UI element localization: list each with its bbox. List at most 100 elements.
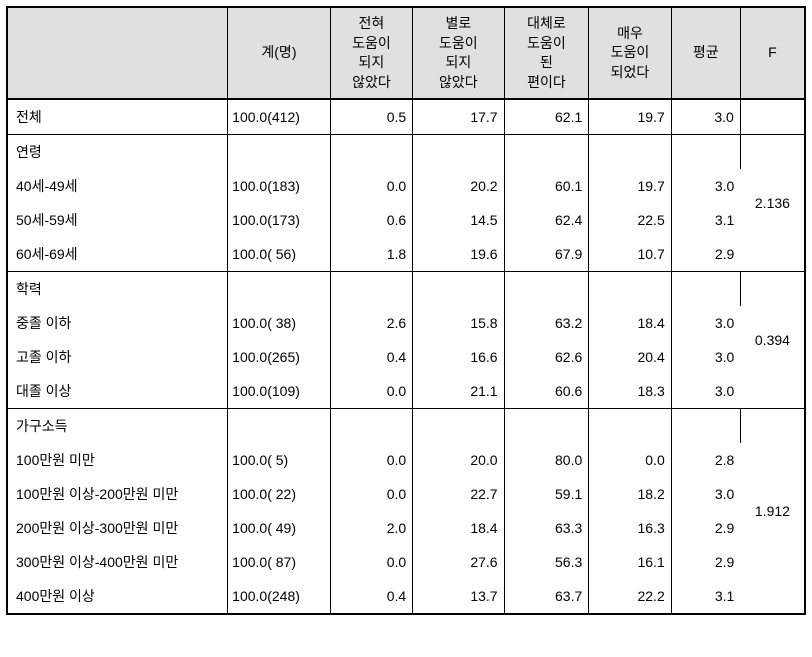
row-avg: 3.1 xyxy=(671,579,740,614)
row-v4: 10.7 xyxy=(589,237,671,272)
row-v2: 20.2 xyxy=(413,169,504,203)
row-v4: 22.2 xyxy=(589,579,671,614)
section-title: 연령 xyxy=(7,135,228,170)
row-v3: 60.1 xyxy=(504,169,589,203)
row-count: 100.0(248) xyxy=(228,579,331,614)
row-label: 40세-49세 xyxy=(7,169,228,203)
row-count: 100.0(265) xyxy=(228,340,331,374)
table-row: 100만원 미만100.0( 5)0.020.080.00.02.8 xyxy=(7,443,805,477)
row-v2 xyxy=(413,409,504,444)
row-count: 100.0(183) xyxy=(228,169,331,203)
row-v3: 62.1 xyxy=(504,99,589,135)
row-label: 고졸 이하 xyxy=(7,340,228,374)
row-f: 2.136 xyxy=(740,135,805,272)
row-label: 50세-59세 xyxy=(7,203,228,237)
row-avg: 3.0 xyxy=(671,169,740,203)
row-v4: 16.3 xyxy=(589,511,671,545)
header-count: 계(명) xyxy=(228,7,331,99)
row-avg xyxy=(671,409,740,444)
row-v4: 19.7 xyxy=(589,169,671,203)
row-v1: 0.0 xyxy=(330,169,412,203)
row-v3: 62.4 xyxy=(504,203,589,237)
table-row: 50세-59세100.0(173)0.614.562.422.53.1 xyxy=(7,203,805,237)
row-v1: 1.8 xyxy=(330,237,412,272)
row-v4 xyxy=(589,409,671,444)
row-count: 100.0(109) xyxy=(228,374,331,409)
row-v4: 20.4 xyxy=(589,340,671,374)
row-avg xyxy=(671,135,740,170)
row-v3: 67.9 xyxy=(504,237,589,272)
section-title: 학력 xyxy=(7,272,228,307)
header-blank xyxy=(7,7,228,99)
row-count: 100.0( 56) xyxy=(228,237,331,272)
table-row: 대졸 이상100.0(109)0.021.160.618.33.0 xyxy=(7,374,805,409)
row-v2: 16.6 xyxy=(413,340,504,374)
row-v4 xyxy=(589,135,671,170)
row-v2: 14.5 xyxy=(413,203,504,237)
table-row: 중졸 이하100.0( 38)2.615.863.218.43.0 xyxy=(7,306,805,340)
table-row: 200만원 이상-300만원 미만100.0( 49)2.018.463.316… xyxy=(7,511,805,545)
row-v2: 27.6 xyxy=(413,545,504,579)
header-v4: 매우 도움이 되었다 xyxy=(589,7,671,99)
row-v2: 19.6 xyxy=(413,237,504,272)
section-header-row: 연령2.136 xyxy=(7,135,805,170)
row-v1: 0.0 xyxy=(330,443,412,477)
row-v2: 15.8 xyxy=(413,306,504,340)
row-v1: 0.4 xyxy=(330,579,412,614)
row-v2: 13.7 xyxy=(413,579,504,614)
row-v4: 22.5 xyxy=(589,203,671,237)
row-avg: 2.9 xyxy=(671,511,740,545)
row-count xyxy=(228,409,331,444)
row-label: 200만원 이상-300만원 미만 xyxy=(7,511,228,545)
row-v1: 2.0 xyxy=(330,511,412,545)
row-v3 xyxy=(504,272,589,307)
row-v1: 0.6 xyxy=(330,203,412,237)
row-v3: 80.0 xyxy=(504,443,589,477)
header-v1: 전혀 도움이 되지 않았다 xyxy=(330,7,412,99)
row-avg: 2.8 xyxy=(671,443,740,477)
row-v3: 63.7 xyxy=(504,579,589,614)
header-avg: 평균 xyxy=(671,7,740,99)
row-avg: 2.9 xyxy=(671,545,740,579)
row-v4 xyxy=(589,272,671,307)
row-v3: 60.6 xyxy=(504,374,589,409)
row-avg: 3.0 xyxy=(671,340,740,374)
total-row: 전체100.0(412)0.517.762.119.73.0 xyxy=(7,99,805,135)
row-count xyxy=(228,135,331,170)
row-label: 전체 xyxy=(7,99,228,135)
row-v1: 0.5 xyxy=(330,99,412,135)
row-v4: 18.2 xyxy=(589,477,671,511)
table-row: 300만원 이상-400만원 미만100.0( 87)0.027.656.316… xyxy=(7,545,805,579)
row-v3: 63.3 xyxy=(504,511,589,545)
table-row: 100만원 이상-200만원 미만100.0( 22)0.022.759.118… xyxy=(7,477,805,511)
row-v1: 0.0 xyxy=(330,477,412,511)
section-header-row: 가구소득1.912 xyxy=(7,409,805,444)
row-label: 400만원 이상 xyxy=(7,579,228,614)
row-v3 xyxy=(504,409,589,444)
row-count: 100.0( 22) xyxy=(228,477,331,511)
row-label: 60세-69세 xyxy=(7,237,228,272)
header-f: F xyxy=(740,7,805,99)
row-label: 300만원 이상-400만원 미만 xyxy=(7,545,228,579)
row-v1: 0.4 xyxy=(330,340,412,374)
row-v2: 18.4 xyxy=(413,511,504,545)
row-count: 100.0( 5) xyxy=(228,443,331,477)
row-v1: 0.0 xyxy=(330,374,412,409)
row-avg: 3.0 xyxy=(671,477,740,511)
row-v4: 19.7 xyxy=(589,99,671,135)
row-v3: 63.2 xyxy=(504,306,589,340)
row-avg: 3.0 xyxy=(671,99,740,135)
table-body: 전체100.0(412)0.517.762.119.73.0연령2.13640세… xyxy=(7,99,805,614)
header-v3: 대체로 도움이 된 편이다 xyxy=(504,7,589,99)
row-avg: 2.9 xyxy=(671,237,740,272)
row-count: 100.0(412) xyxy=(228,99,331,135)
section-title: 가구소득 xyxy=(7,409,228,444)
row-count xyxy=(228,272,331,307)
row-v1 xyxy=(330,272,412,307)
table-row: 400만원 이상100.0(248)0.413.763.722.23.1 xyxy=(7,579,805,614)
survey-crosstab-table: 계(명) 전혀 도움이 되지 않았다 별로 도움이 되지 않았다 대체로 도움이… xyxy=(6,6,806,615)
row-label: 100만원 미만 xyxy=(7,443,228,477)
row-v3: 56.3 xyxy=(504,545,589,579)
row-count: 100.0( 49) xyxy=(228,511,331,545)
header-v2: 별로 도움이 되지 않았다 xyxy=(413,7,504,99)
